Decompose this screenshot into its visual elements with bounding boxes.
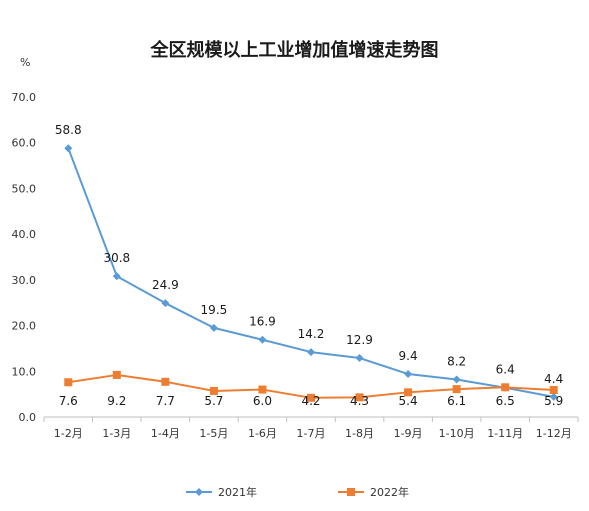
series-1-point <box>258 335 267 344</box>
x-tick-label: 1-7月 <box>297 427 326 440</box>
legend-marker-1 <box>195 488 203 496</box>
x-tick-label: 1-6月 <box>248 427 277 440</box>
series-2-data-label: 5.7 <box>204 394 223 408</box>
series-2-point <box>549 386 558 395</box>
series-2-data-label: 7.6 <box>59 394 78 408</box>
series-1-data-label: 12.9 <box>346 333 373 347</box>
series-2-data-label: 6.0 <box>253 394 272 408</box>
series-1-data-label: 24.9 <box>152 278 179 292</box>
series-2-data-label: 6.1 <box>447 394 466 408</box>
series-1-point <box>161 299 170 308</box>
series-1-data-label: 4.4 <box>544 372 563 386</box>
series-1-point <box>64 144 73 153</box>
legend: 2021年 2022年 <box>186 485 409 499</box>
series-1-data-label: 30.8 <box>103 251 130 265</box>
series-2-data-label: 4.3 <box>350 394 369 408</box>
legend-label-1: 2021年 <box>218 485 257 499</box>
x-tick-label: 1-11月 <box>487 427 523 440</box>
series-2-data-label: 6.5 <box>496 394 515 408</box>
y-tick-label: 10.0 <box>12 365 37 378</box>
series-2-point <box>501 383 510 392</box>
series-1-point <box>452 375 461 384</box>
series-1-data-label: 9.4 <box>399 349 418 363</box>
series-2-data-label: 7.7 <box>156 394 175 408</box>
series-1-point <box>355 354 364 363</box>
series-2-data-label: 4.2 <box>301 394 320 408</box>
series-2-point <box>209 386 218 395</box>
series-2-point <box>307 393 315 402</box>
x-tick-label: 1-3月 <box>102 427 131 440</box>
y-tick-label: 60.0 <box>12 137 37 150</box>
series-1-point <box>404 370 413 379</box>
series-line-1 <box>67 147 554 398</box>
series-1-data-label: 58.8 <box>55 123 82 137</box>
series-2-point <box>355 393 364 402</box>
y-tick-label: 40.0 <box>12 228 37 241</box>
series-1-point <box>549 392 558 401</box>
series-2-point <box>452 385 461 394</box>
y-tick-label: 70.0 <box>12 91 37 104</box>
x-tick-label: 1-2月 <box>54 427 83 440</box>
series-1-data-label: 14.2 <box>298 327 325 341</box>
data-labels-layer: 58.8 30.8 24.9 19.5 16.9 14.2 12.9 9.4 8.2 6.4 4.4… <box>55 123 563 408</box>
series-1-data-label: 8.2 <box>447 355 466 369</box>
x-tick-label: 1-9月 <box>394 427 423 440</box>
y-tick-label: 20.0 <box>12 320 37 333</box>
y-tick-label: 0.0 <box>19 411 37 424</box>
series-2-point <box>258 385 267 394</box>
series-1-point <box>209 323 218 332</box>
x-tick-label: 1-8月 <box>345 427 374 440</box>
y-axis-unit-label: % <box>20 56 30 69</box>
series-2-data-label: 5.4 <box>399 394 418 408</box>
legend-label-2: 2022年 <box>370 485 409 499</box>
chart-title: 全区规模以上工业增加值增速走势图 <box>150 39 439 61</box>
y-tick-label: 30.0 <box>12 274 37 287</box>
x-tick-label: 1-4月 <box>151 427 180 440</box>
series-1-data-label: 16.9 <box>249 315 276 329</box>
series-2-point <box>64 378 73 387</box>
series-2-data-label: 5.9 <box>544 394 563 408</box>
x-tick-label: 1-12月 <box>536 427 572 440</box>
series-1-data-label: 6.4 <box>496 363 515 377</box>
x-tick-label: 1-10月 <box>439 427 475 440</box>
series-2-point <box>161 377 170 386</box>
x-tick-label: 1-5月 <box>199 427 228 440</box>
series-layer <box>64 144 558 402</box>
series-1-point <box>307 348 315 357</box>
axes: 0.0 10.0 20.0 30.0 40.0 50.0 60.0 70.0 1-2月 1-3月 1… <box>12 91 579 440</box>
series-2-point <box>404 388 413 397</box>
series-1-point <box>112 272 121 281</box>
series-2-data-label: 9.2 <box>107 394 126 408</box>
series-2-point <box>112 370 121 379</box>
legend-marker-2 <box>347 488 355 496</box>
series-1-data-label: 19.5 <box>201 303 228 317</box>
y-tick-label: 50.0 <box>12 182 37 195</box>
